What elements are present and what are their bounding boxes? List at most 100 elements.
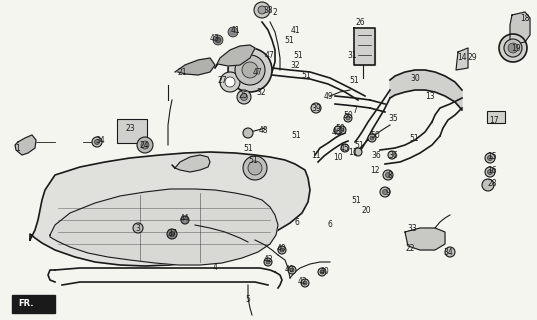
- Text: 5: 5: [245, 295, 250, 305]
- Circle shape: [243, 156, 267, 180]
- Text: 40: 40: [285, 266, 295, 275]
- Text: 7: 7: [353, 106, 358, 115]
- Text: 6: 6: [328, 220, 332, 228]
- Circle shape: [341, 144, 349, 152]
- Circle shape: [338, 126, 346, 134]
- Text: 24: 24: [139, 140, 149, 149]
- Text: 14: 14: [457, 52, 467, 61]
- Text: 34: 34: [443, 247, 453, 257]
- Text: 51: 51: [291, 131, 301, 140]
- Circle shape: [488, 170, 492, 174]
- Text: 32: 32: [256, 87, 266, 97]
- Text: 8: 8: [388, 171, 393, 180]
- Circle shape: [264, 258, 272, 266]
- Circle shape: [243, 128, 253, 138]
- Circle shape: [334, 126, 342, 134]
- Circle shape: [382, 189, 388, 195]
- Text: 51: 51: [284, 36, 294, 44]
- Text: 17: 17: [489, 116, 499, 124]
- Circle shape: [354, 148, 362, 156]
- Text: 15: 15: [487, 151, 497, 161]
- Circle shape: [242, 62, 258, 78]
- Circle shape: [167, 229, 177, 239]
- Text: 50: 50: [343, 110, 353, 119]
- Circle shape: [380, 187, 390, 197]
- Text: 36: 36: [388, 150, 398, 159]
- Polygon shape: [215, 45, 255, 68]
- Text: 41: 41: [230, 26, 240, 35]
- Polygon shape: [30, 152, 310, 266]
- Text: 26: 26: [355, 18, 365, 27]
- Circle shape: [290, 268, 294, 272]
- Circle shape: [137, 137, 153, 153]
- Text: 34: 34: [95, 135, 105, 145]
- Circle shape: [320, 270, 324, 274]
- Polygon shape: [354, 28, 375, 65]
- Text: 21: 21: [177, 68, 187, 76]
- Circle shape: [485, 153, 495, 163]
- Circle shape: [499, 34, 527, 62]
- Text: 41: 41: [290, 26, 300, 35]
- Polygon shape: [12, 295, 55, 313]
- Text: 6: 6: [295, 218, 300, 227]
- Text: 28: 28: [487, 179, 497, 188]
- Text: 32: 32: [290, 60, 300, 69]
- Circle shape: [213, 35, 223, 45]
- Text: 49: 49: [324, 92, 334, 100]
- Text: 50: 50: [335, 124, 345, 132]
- Circle shape: [141, 141, 149, 149]
- Circle shape: [235, 55, 265, 85]
- Circle shape: [368, 134, 376, 142]
- Circle shape: [278, 246, 286, 254]
- Text: 51: 51: [349, 76, 359, 84]
- Text: 40: 40: [320, 268, 330, 276]
- Text: 46: 46: [332, 127, 342, 137]
- Text: 33: 33: [407, 223, 417, 233]
- Circle shape: [288, 266, 296, 274]
- Text: 27: 27: [217, 76, 227, 84]
- Circle shape: [170, 231, 175, 236]
- Text: 9: 9: [386, 188, 390, 196]
- Text: 12: 12: [370, 165, 380, 174]
- Text: 51: 51: [409, 133, 419, 142]
- Text: 36: 36: [371, 150, 381, 159]
- Text: 4: 4: [213, 263, 217, 273]
- Circle shape: [488, 156, 492, 161]
- Text: 35: 35: [388, 114, 398, 123]
- Text: 31: 31: [347, 51, 357, 60]
- Circle shape: [237, 90, 251, 104]
- FancyBboxPatch shape: [117, 119, 147, 143]
- Circle shape: [318, 268, 326, 276]
- Circle shape: [303, 281, 307, 285]
- Circle shape: [386, 172, 390, 178]
- Text: 44: 44: [180, 213, 190, 222]
- Text: 1: 1: [16, 143, 20, 153]
- Text: 2: 2: [273, 7, 278, 17]
- Text: 25: 25: [238, 91, 248, 100]
- Text: 47: 47: [253, 68, 263, 76]
- Circle shape: [92, 137, 102, 147]
- Text: 38: 38: [263, 5, 273, 14]
- Text: 50: 50: [370, 131, 380, 140]
- Text: 37: 37: [167, 228, 177, 237]
- Polygon shape: [510, 12, 530, 44]
- Circle shape: [228, 48, 272, 92]
- Text: 47: 47: [265, 51, 275, 60]
- Circle shape: [482, 179, 494, 191]
- Polygon shape: [405, 228, 445, 250]
- Text: 40: 40: [277, 244, 287, 252]
- Circle shape: [241, 93, 248, 100]
- FancyBboxPatch shape: [487, 111, 505, 123]
- Text: 29: 29: [467, 52, 477, 61]
- Circle shape: [508, 43, 518, 53]
- Text: 48: 48: [258, 125, 268, 134]
- Circle shape: [266, 260, 270, 264]
- Circle shape: [133, 223, 143, 233]
- Polygon shape: [456, 48, 468, 70]
- Circle shape: [311, 103, 321, 113]
- Circle shape: [485, 167, 495, 177]
- Text: 30: 30: [410, 74, 420, 83]
- Circle shape: [301, 279, 309, 287]
- Text: 42: 42: [297, 277, 307, 286]
- Circle shape: [95, 140, 99, 145]
